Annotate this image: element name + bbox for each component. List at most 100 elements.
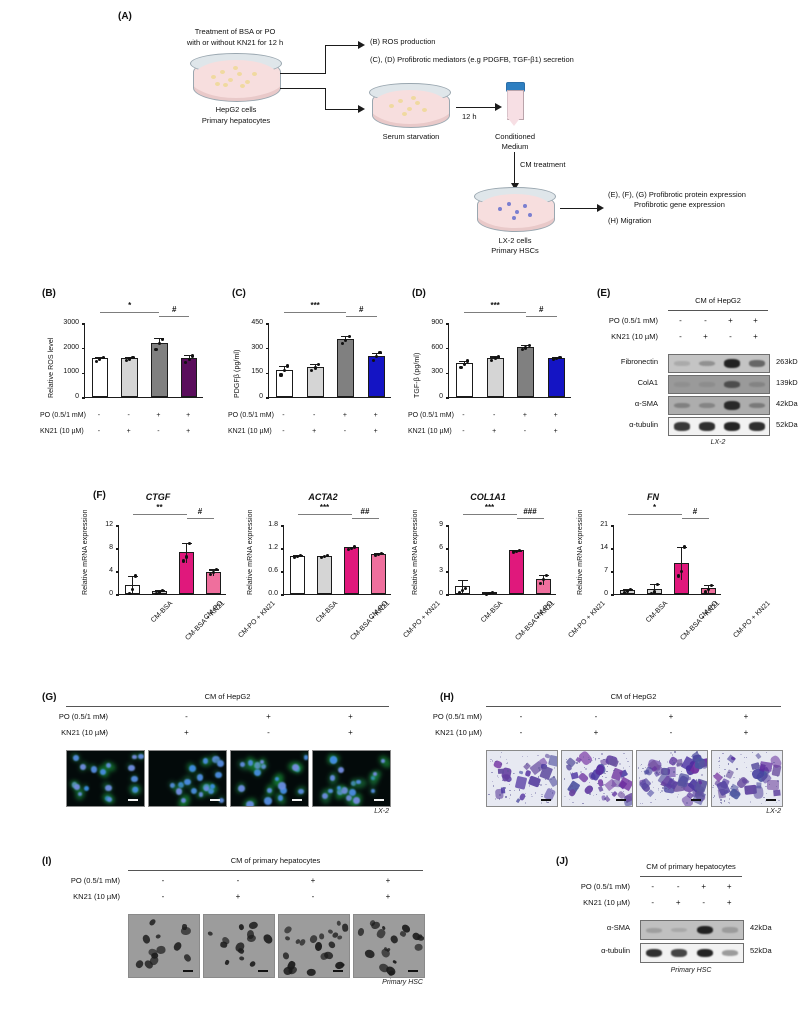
bar — [508, 550, 525, 594]
data-point — [460, 589, 465, 593]
treatment-row-value: - — [729, 332, 732, 341]
pore-speckle — [529, 785, 531, 787]
hsc-cell — [206, 931, 214, 937]
y-tick-label: 14 — [600, 544, 608, 551]
sig-label: * — [128, 301, 132, 310]
sig-label: # — [359, 305, 364, 314]
pore-speckle — [530, 794, 533, 796]
migrated-cell — [598, 785, 605, 793]
pore-speckle — [592, 756, 594, 759]
pore-speckle — [540, 802, 543, 804]
blot-lane-box — [668, 375, 770, 394]
pore-speckle — [652, 787, 655, 789]
pore-speckle — [672, 778, 675, 780]
pore-speckle — [686, 802, 688, 804]
treatment-row-value: + — [266, 712, 271, 721]
pore-speckle — [502, 779, 504, 782]
pore-speckle — [580, 771, 582, 773]
pore-speckle — [537, 754, 539, 757]
cell-nucleus — [345, 795, 353, 802]
migrated-cell — [515, 798, 520, 804]
blot-protein-label: α-tubulin — [601, 946, 630, 955]
data-point — [215, 568, 219, 572]
sig-line — [132, 514, 187, 515]
y-tick-label: 900 — [431, 319, 443, 326]
cell-nucleus — [138, 754, 144, 760]
pore-speckle — [545, 801, 548, 803]
pore-speckle — [728, 794, 730, 796]
error-bar — [188, 355, 190, 359]
y-tick-label: 0 — [439, 393, 443, 400]
cell-nucleus — [353, 797, 360, 804]
pore-speckle — [743, 761, 746, 764]
pore-speckle — [525, 802, 527, 804]
error-cap — [208, 569, 219, 571]
x-row-value: + — [553, 428, 558, 435]
blot-band — [698, 382, 715, 387]
pore-speckle — [672, 789, 675, 791]
y-tick — [445, 348, 449, 350]
pore-speckle — [603, 792, 605, 794]
data-point — [703, 590, 707, 594]
y-tick-label: 6 — [439, 544, 443, 551]
pore-speckle — [627, 760, 629, 762]
pore-speckle — [542, 770, 544, 773]
pore-speckle — [721, 786, 723, 788]
y-tick — [115, 594, 119, 596]
pore-speckle — [770, 767, 772, 770]
hsc-cell — [148, 917, 157, 927]
sig-line — [186, 518, 214, 519]
panel-a-out2: (H) Migration — [608, 216, 652, 225]
cell-nucleus — [203, 758, 209, 764]
error-cap — [310, 363, 321, 366]
pore-speckle — [765, 792, 768, 795]
cell-line-label: LX-2 — [766, 808, 781, 815]
pore-speckle — [671, 759, 673, 762]
y-tick-label: 9 — [439, 521, 443, 528]
y-tick — [280, 548, 284, 550]
pore-speckle — [773, 761, 775, 763]
hsc-cell — [389, 933, 399, 944]
treatment-row-value: + — [348, 728, 353, 737]
panel-a-dish1-label2: Primary hepatocytes — [201, 116, 271, 125]
y-tick — [81, 372, 85, 374]
pore-speckle — [712, 784, 714, 787]
pore-speckle — [727, 763, 729, 765]
pore-speckle — [502, 791, 505, 793]
hsc-cell — [318, 933, 325, 940]
data-point — [347, 335, 351, 339]
bar — [316, 555, 333, 594]
data-point — [551, 358, 555, 362]
hsc-cell — [180, 926, 192, 936]
pore-speckle — [518, 789, 521, 791]
pore-speckle — [639, 782, 641, 784]
hsc-cell — [283, 924, 293, 935]
panel-a-treatment-line2: with or without KN21 for 12 h — [186, 38, 284, 47]
arrow-branch-vert-upper — [325, 45, 327, 74]
error-cap — [184, 355, 195, 357]
treatment-row-label: KN21 (10 µM) — [61, 728, 108, 737]
sig-line — [297, 514, 352, 515]
chart-acta2: ACTA2 Relative mRNA expression 0.0 0.6 1.2 1.… — [243, 492, 441, 657]
error-cap — [371, 352, 382, 354]
treatment-row-value: + — [743, 712, 749, 721]
error-bar — [185, 542, 188, 554]
pore-speckle — [508, 783, 511, 786]
data-point — [683, 545, 687, 549]
pore-speckle — [621, 792, 623, 795]
cell-nucleus — [131, 775, 138, 783]
error-cap — [279, 366, 290, 368]
cell-nucleus — [278, 782, 286, 790]
error-cap — [340, 336, 351, 338]
pore-speckle — [626, 800, 628, 803]
error-bar — [653, 583, 656, 591]
pore-speckle — [677, 794, 679, 796]
blot-band — [722, 927, 739, 933]
pore-speckle — [491, 760, 494, 762]
pore-speckle — [496, 775, 499, 777]
dish-hepg2 — [190, 53, 282, 102]
y-tick — [81, 323, 85, 325]
blot-band — [645, 927, 662, 933]
panel-a-lx2-label2: Primary HSCs — [491, 246, 539, 255]
pore-speckle — [526, 763, 528, 765]
